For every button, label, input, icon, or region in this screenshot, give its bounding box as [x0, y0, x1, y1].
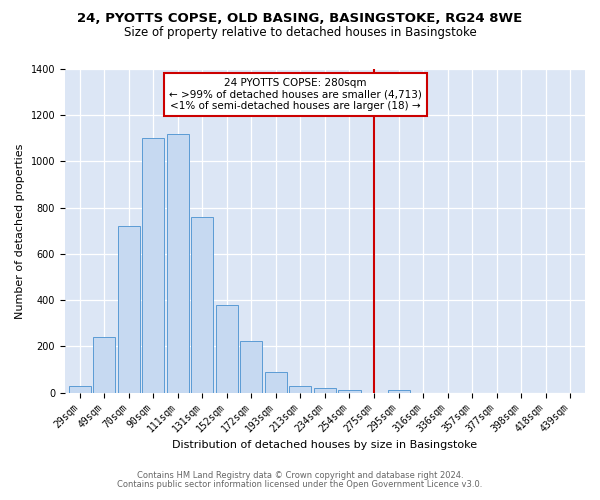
Y-axis label: Number of detached properties: Number of detached properties	[15, 143, 25, 318]
Bar	[191, 217, 214, 392]
Bar	[216, 305, 238, 392]
Bar	[93, 337, 115, 392]
Bar	[314, 388, 336, 392]
Text: Contains public sector information licensed under the Open Government Licence v3: Contains public sector information licen…	[118, 480, 482, 489]
Text: Contains HM Land Registry data © Crown copyright and database right 2024.: Contains HM Land Registry data © Crown c…	[137, 471, 463, 480]
X-axis label: Distribution of detached houses by size in Basingstoke: Distribution of detached houses by size …	[172, 440, 478, 450]
Text: 24 PYOTTS COPSE: 280sqm
← >99% of detached houses are smaller (4,713)
<1% of sem: 24 PYOTTS COPSE: 280sqm ← >99% of detach…	[169, 78, 422, 111]
Bar	[118, 226, 140, 392]
Bar	[167, 134, 189, 392]
Bar	[388, 390, 410, 392]
Bar	[338, 390, 361, 392]
Bar	[241, 340, 262, 392]
Bar	[142, 138, 164, 392]
Text: 24, PYOTTS COPSE, OLD BASING, BASINGSTOKE, RG24 8WE: 24, PYOTTS COPSE, OLD BASING, BASINGSTOK…	[77, 12, 523, 26]
Bar	[265, 372, 287, 392]
Text: Size of property relative to detached houses in Basingstoke: Size of property relative to detached ho…	[124, 26, 476, 39]
Bar	[289, 386, 311, 392]
Bar	[68, 386, 91, 392]
